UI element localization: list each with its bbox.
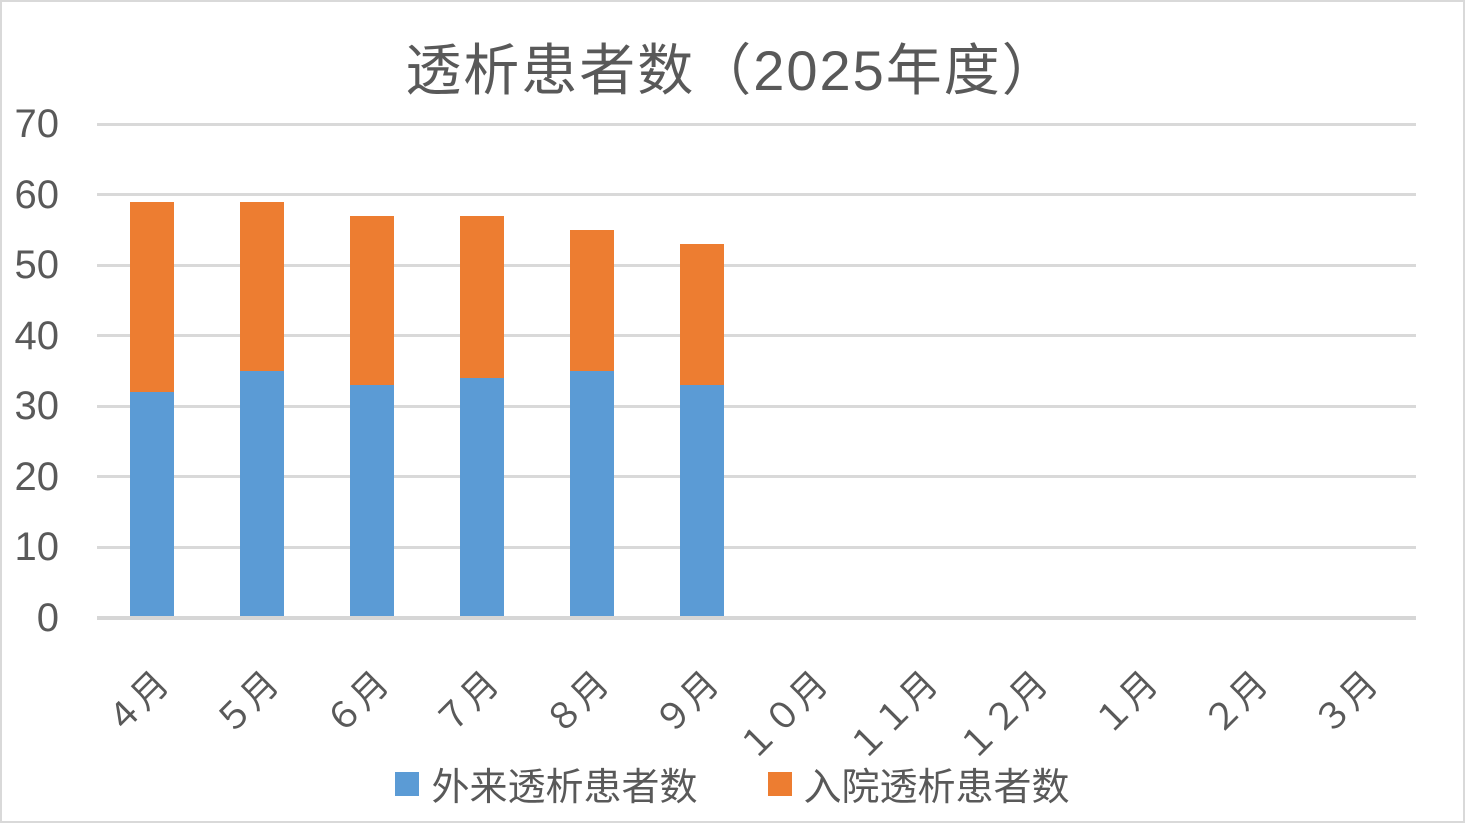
legend-swatch-icon [395, 771, 420, 796]
y-axis-labels: 0 10 20 30 40 50 60 70 [2, 102, 60, 640]
bar-segment [239, 201, 284, 371]
bar-segment [679, 385, 724, 618]
bar-segment [349, 385, 394, 618]
bar-segment [459, 215, 504, 379]
gridline [97, 545, 1416, 549]
y-tick-label: 40 [14, 313, 60, 358]
legend: 外来透析患者数 入院透析患者数 [2, 756, 1463, 811]
legend-label: 外来透析患者数 [431, 767, 698, 809]
bar-segment [239, 371, 284, 618]
x-tick-label: ６月 [316, 662, 397, 743]
gridline [97, 263, 1416, 267]
bar-segment [129, 392, 174, 618]
x-tick-label: ５月 [206, 662, 287, 743]
x-tick-label: １０月 [730, 662, 837, 769]
y-tick-label: 0 [36, 596, 59, 640]
x-tick-label: ７月 [426, 662, 507, 743]
bar-segment [569, 371, 614, 618]
x-tick-label: ９月 [646, 662, 727, 743]
gridline [97, 404, 1416, 408]
plot-area [97, 122, 1416, 620]
bar-segment [129, 201, 174, 393]
legend-item: 入院透析患者数 [767, 756, 1070, 811]
x-tick-label: １２月 [950, 662, 1056, 769]
bar-segment [569, 229, 614, 371]
bar-segment [349, 215, 394, 386]
gridline [97, 193, 1416, 197]
chart-title: 透析患者数（2025年度） [405, 39, 1060, 102]
x-tick-label: １月 [1085, 662, 1166, 743]
y-tick-label: 20 [14, 454, 60, 499]
legend-item: 外来透析患者数 [395, 756, 698, 811]
gridline [97, 122, 1416, 126]
legend-label: 入院透析患者数 [803, 767, 1070, 809]
x-tick-label: ３月 [1305, 662, 1386, 743]
bar-segment [679, 243, 724, 386]
bar-segment [459, 378, 504, 618]
x-tick-label: ２月 [1195, 662, 1276, 743]
x-axis-line [97, 616, 1416, 620]
legend-swatch-icon [767, 771, 792, 796]
gridline [97, 475, 1416, 479]
gridline [97, 334, 1416, 338]
y-tick-label: 10 [14, 525, 60, 570]
y-tick-label: 50 [14, 243, 60, 288]
y-tick-label: 70 [14, 102, 60, 146]
x-tick-label: ４月 [96, 662, 177, 743]
y-tick-label: 30 [14, 384, 60, 429]
y-tick-label: 60 [14, 172, 60, 217]
x-tick-label: １１月 [840, 662, 947, 769]
x-tick-label: ８月 [536, 662, 617, 743]
